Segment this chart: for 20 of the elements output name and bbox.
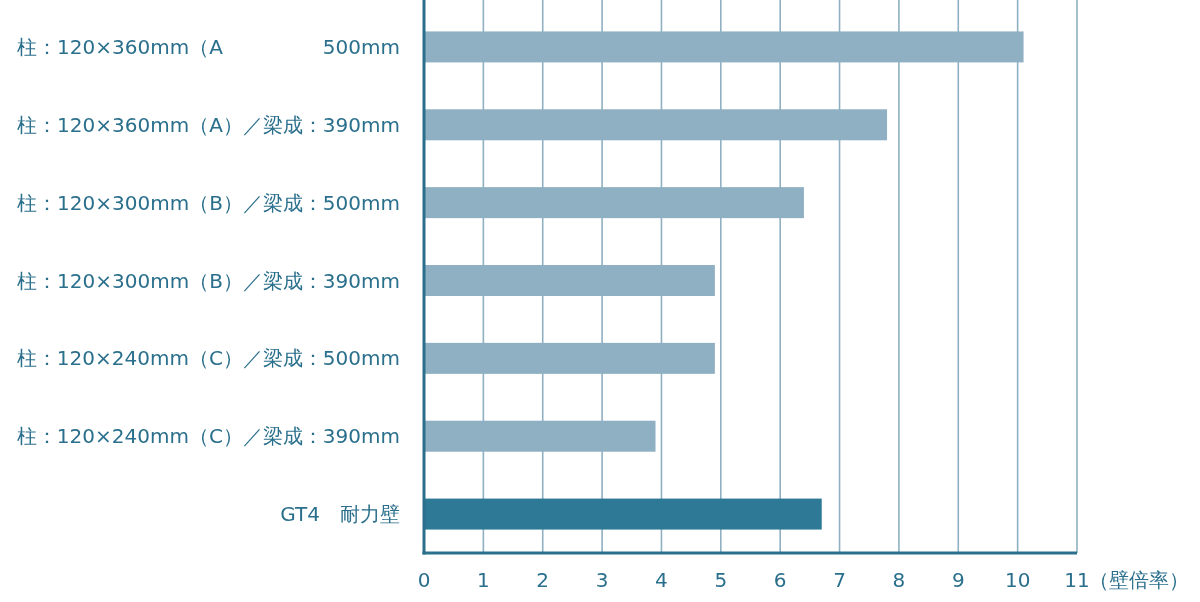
y-tick-label: 柱：120×240mm（C）／梁成：390mm — [16, 424, 400, 449]
x-tick-label: 0 — [417, 568, 431, 592]
y-tick-label: 柱：120×240mm（C）／梁成：500mm — [16, 346, 400, 371]
x-tick-label: 8 — [892, 568, 906, 592]
x-tick-label: 11 — [1064, 568, 1090, 592]
x-tick-label: 4 — [655, 568, 668, 592]
y-tick-label: 柱：120×300mm（B）／梁成：500mm — [17, 190, 400, 215]
x-tick-label: 7 — [833, 568, 846, 592]
x-tick-label: 6 — [773, 568, 787, 592]
x-tick-label: 3 — [595, 568, 609, 592]
x-tick-label: 5 — [714, 568, 728, 592]
x-tick-label: 1 — [477, 568, 490, 592]
y-tick-label: GT4 耐力壁 — [280, 502, 400, 527]
y-tick-label: 柱：120×360mm（A）／梁成：390mm — [17, 112, 400, 137]
x-tick-label: 9 — [951, 568, 965, 592]
x-tick-label: 10 — [1004, 568, 1031, 592]
x-tick-label: 2 — [536, 568, 550, 592]
x-axis-title: （壁倍率） — [1089, 568, 1189, 592]
y-tick-label: 柱：120×360mm（A 500mm — [17, 34, 400, 59]
y-tick-label: 柱：120×300mm（B）／梁成：390mm — [17, 268, 400, 293]
